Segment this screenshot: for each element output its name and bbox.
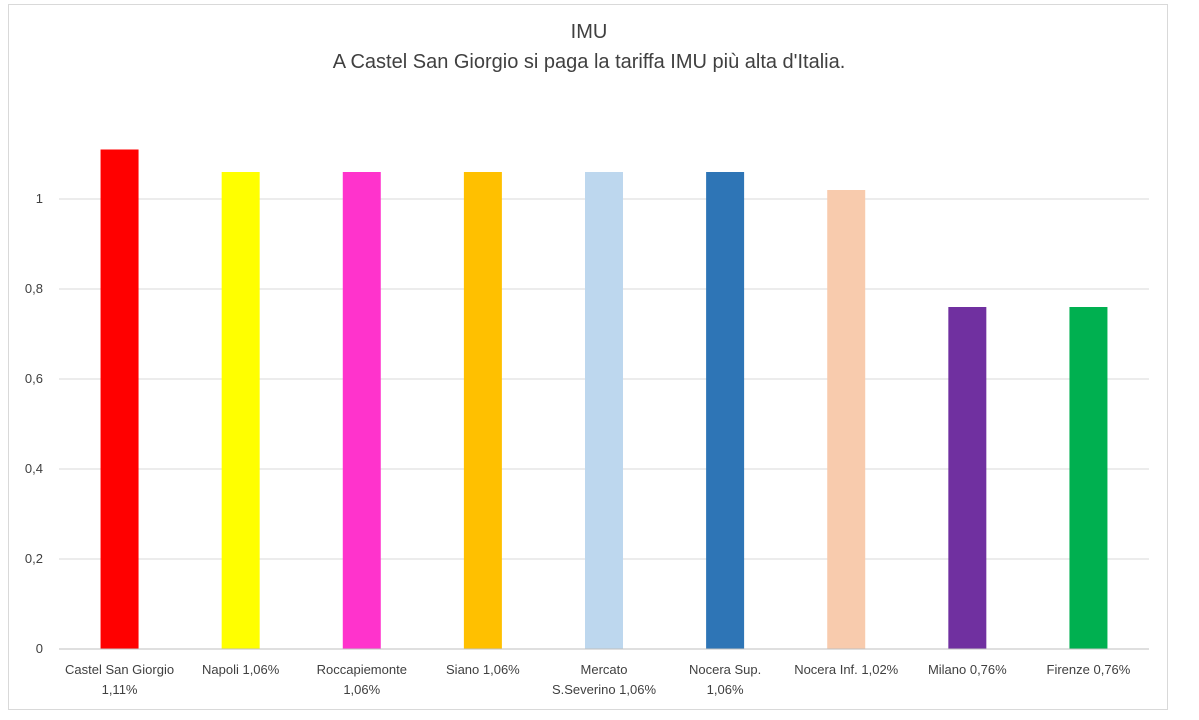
y-tick-label: 0,6: [25, 371, 43, 386]
category-label: Siano 1,06%: [446, 662, 520, 677]
bar: [706, 172, 745, 649]
category-label-line: 1,11%: [102, 682, 138, 697]
bar: [585, 172, 623, 649]
y-axis-ticks: 0 0,2 0,4 0,6 0,8 1: [25, 191, 43, 656]
category-label: Castel San Giorgio 1,11%: [65, 662, 174, 697]
category-label-line: Roccapiemonte: [317, 662, 407, 677]
bar: [100, 149, 139, 649]
y-tick-label: 0: [36, 641, 43, 656]
bar: [221, 172, 260, 649]
category-label-line: 1,06%: [707, 682, 744, 697]
category-label-line: Castel San Giorgio: [65, 662, 174, 677]
bar: [463, 172, 502, 649]
y-tick-label: 1: [36, 191, 43, 206]
category-label: Nocera Sup. 1,06%: [689, 662, 761, 697]
category-labels: Castel San Giorgio 1,11% Napoli 1,06% Rocca…: [65, 662, 1131, 697]
category-label-line: Nocera Sup.: [689, 662, 761, 677]
bars: [100, 149, 1108, 649]
category-label: Mercato S.Severino 1,06%: [552, 662, 657, 697]
bar: [827, 190, 866, 649]
category-label: Napoli 1,06%: [202, 662, 280, 677]
category-label-line: 1,06%: [343, 682, 380, 697]
y-tick-label: 0,2: [25, 551, 43, 566]
category-label-line: Milano 0,76%: [928, 662, 1007, 677]
category-label: Roccapiemonte 1,06%: [317, 662, 407, 697]
bar: [1069, 307, 1108, 649]
category-label-line: Napoli 1,06%: [202, 662, 280, 677]
category-label-line: Nocera Inf. 1,02%: [794, 662, 898, 677]
y-tick-label: 0,4: [25, 461, 43, 476]
category-label: Firenze 0,76%: [1047, 662, 1131, 677]
category-label: Nocera Inf. 1,02%: [794, 662, 898, 677]
category-label-line: Firenze 0,76%: [1047, 662, 1131, 677]
category-label-line: Mercato: [581, 662, 628, 677]
category-label-line: S.Severino 1,06%: [552, 682, 657, 697]
y-tick-label: 0,8: [25, 281, 43, 296]
chart-title: IMU: [571, 21, 608, 43]
category-label: Milano 0,76%: [928, 662, 1007, 677]
bar-chart: IMU A Castel San Giorgio si paga la tari…: [25, 21, 1149, 697]
bar: [342, 172, 381, 649]
chart-frame: IMU A Castel San Giorgio si paga la tari…: [8, 4, 1168, 710]
bar: [948, 307, 987, 649]
chart-subtitle: A Castel San Giorgio si paga la tariffa …: [333, 51, 846, 73]
category-label-line: Siano 1,06%: [446, 662, 520, 677]
